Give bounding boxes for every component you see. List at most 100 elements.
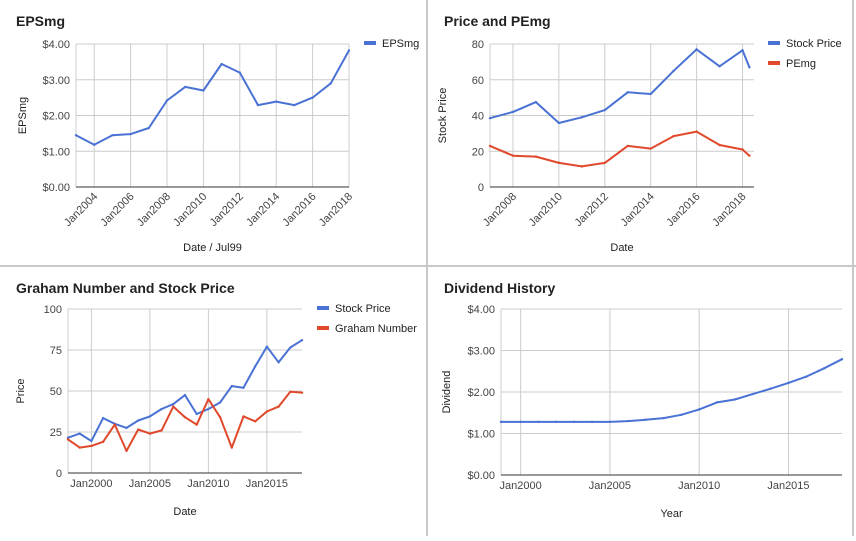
data-point [66,438,70,441]
data-point [748,66,751,69]
data-point [293,103,296,107]
data-point [590,420,594,424]
data-point [183,416,187,419]
y-tick-label: 25 [50,427,62,439]
y-tick-label: $0.00 [42,182,70,194]
data-point [511,154,515,157]
data-point [718,65,721,68]
data-point [741,49,744,52]
y-tick-label: $3.00 [42,75,70,87]
data-point [733,398,737,401]
data-point [697,408,701,411]
data-point [230,446,233,449]
data-point [160,429,163,432]
y-tick-label: $1.00 [42,146,70,158]
data-point [626,419,629,423]
data-point [695,48,698,51]
data-point [572,420,576,424]
legend-label: Stock Price [335,303,391,315]
data-point [626,144,629,148]
legend-label: Graham Number [335,323,417,335]
y-tick-label: 50 [50,386,62,398]
graham-panel: Graham Number and Stock Price 0 25 50 75 100 J… [0,267,426,536]
data-point [195,423,198,426]
eps-panel: EPSmg $0.00 $1.00 $2.00 $3.00 $4.00 Jan2004 Jan… [0,0,426,265]
legend-label: EPSmg [382,38,419,50]
chart-title: Price and PEmg [444,13,551,29]
y-tick-label: 0 [478,182,484,194]
data-point [195,412,198,416]
x-tick-label: Jan2005 [589,480,631,492]
data-point [603,161,606,165]
data-point [840,358,844,361]
data-point [125,449,128,453]
data-point [534,155,538,158]
x-tick-label: Jan2010 [527,191,565,229]
data-point [254,420,257,423]
data-point [129,132,132,136]
x-tick-label: Jan2004 [62,191,100,229]
y-tick-label: 40 [472,111,484,123]
data-point [147,126,150,130]
legend-swatch [768,61,780,65]
y-tick-label: $0.00 [467,470,495,482]
chart-title: Graham Number and Stock Price [16,280,235,296]
data-point [695,130,698,133]
legend-swatch [317,326,329,330]
data-point [329,82,332,85]
data-point [90,439,93,443]
data-point [184,85,187,89]
data-point [277,361,280,364]
x-axis-title: Year [660,508,683,520]
data-point [751,392,754,396]
data-point [137,428,140,431]
data-point [822,367,826,370]
data-point [608,420,612,424]
data-point [242,386,245,389]
data-point [238,71,241,74]
data-point [220,62,223,66]
data-point [101,416,105,420]
data-point [649,147,652,150]
data-point [101,440,105,444]
x-tick-label: Jan2005 [129,478,171,490]
data-point [93,143,96,147]
x-tick-label: Jan2000 [500,480,542,492]
data-point [207,398,210,401]
data-point [256,103,260,107]
data-point [580,116,584,119]
x-tick-label: Jan2006 [98,191,136,229]
y-tick-label: 0 [56,468,62,480]
y-tick-label: $2.00 [42,111,70,123]
x-tick-label: Jan2016 [280,191,318,229]
data-point [300,391,304,394]
data-point [183,393,187,397]
x-tick-label: Jan2010 [187,478,229,490]
y-tick-label: $1.00 [467,429,495,441]
data-point [242,415,245,418]
data-point [172,402,175,406]
x-tick-label: Jan2018 [710,191,748,229]
x-tick-label: Jan2018 [317,191,355,229]
chart-title: Dividend History [444,280,555,296]
x-tick-label: Jan2012 [573,191,611,229]
x-tick-label: Jan2012 [208,191,246,229]
data-point [125,426,128,430]
legend-label: Stock Price [786,38,842,50]
data-point [626,91,629,94]
dividend-panel: Dividend History $0.00 $1.00 $2.00 $3.00 $4.0… [428,267,852,536]
x-tick-label: Jan2016 [664,191,702,229]
y-tick-label: $4.00 [42,39,70,51]
data-point [347,49,351,52]
data-point [275,100,278,103]
y-tick-label: 75 [50,345,62,357]
data-point [78,432,81,435]
data-point [300,338,304,342]
data-point [172,405,175,408]
data-point [537,420,540,424]
legend-swatch [768,41,780,45]
y-tick-label: $3.00 [467,346,495,358]
data-point [148,415,152,418]
x-axis-title: Date [173,506,196,518]
